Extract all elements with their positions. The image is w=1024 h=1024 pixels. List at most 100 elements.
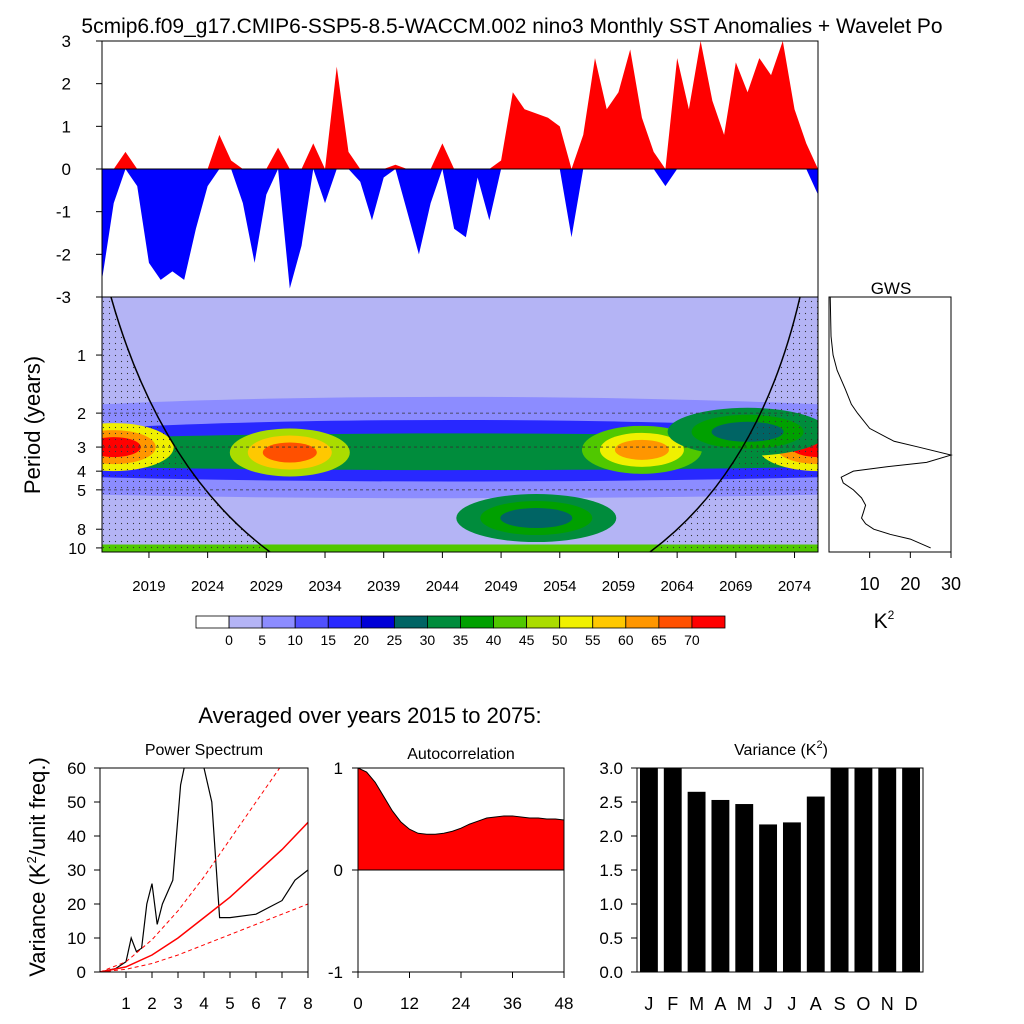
variance-y-tick-label: 0.5 [599,929,623,948]
colorbar: 0 5 10 15 20 25 30 35 40 45 50 55 60 65 70 [195,615,726,648]
autocorrelation-line [357,767,565,835]
wavelet-y-axis-label: Period (years) [20,356,45,494]
wavelet-x-tick-label: 2039 [367,578,400,595]
wavelet-x-tick-label: 2064 [660,578,693,595]
power-spectrum-y-tick-label: 60 [67,759,86,778]
autocorrelation-x-tick-label: 48 [555,994,574,1013]
colorbar-swatch [228,615,263,629]
variance-bar [782,822,801,972]
coi-curve-right [649,297,801,552]
colorbar-swatch [592,615,627,629]
wavelet-y-tick-label: 8 [77,522,86,539]
sst-positive-area [102,41,818,169]
gws-x-tick-label: 20 [900,574,920,594]
power-spectrum-x-tick-label: 8 [303,994,312,1013]
variance-bar [830,768,849,972]
variance-x-tick-label: J [787,994,796,1014]
autocorrelation-panel: Autocorrelation -1 0 1 0 12 24 36 48 [328,746,574,1013]
gws-line [829,296,953,549]
variance-x-tick-label: M [689,994,704,1014]
sst-y-tick-label: 1 [62,117,71,136]
wavelet-y-tick-label: 2 [77,406,86,423]
colorbar-swatch [658,615,693,629]
red-noise-fit-line [100,821,308,972]
colorbar-label: 0 [225,632,233,648]
colorbar-swatch [691,615,726,629]
power-spectrum-x-tick-label: 6 [251,994,260,1013]
variance-bar [854,768,873,972]
variance-bar [711,799,730,972]
colorbar-label: 25 [387,632,403,648]
variance-y-tick-label: 2.5 [599,793,623,812]
variance-y-tick-label: 2.0 [599,827,623,846]
power-spectrum-y-tick-label: 30 [67,861,86,880]
gws-title: GWS [871,279,912,298]
colorbar-swatch [460,615,494,629]
colorbar-swatch [261,615,296,629]
power-spectrum-y-tick-label: 50 [67,793,86,812]
sst-anomaly-panel: -3 -2 -1 0 1 2 3 [56,32,819,307]
wavelet-x-tick-label: 2019 [132,578,165,595]
figure-title: 5cmip6.f09_g17.CMIP6-SSP5-8.5-WACCM.002 … [81,15,942,38]
sst-y-tick-label: -2 [56,245,71,264]
power-spectrum-x-tick-label: 7 [277,994,286,1013]
wavelet-panel: 1 2 3 4 5 8 10 2019 2024 2029 2034 2039 2044 2049 205… [20,296,819,595]
power-spectrum-x-tick-label: 4 [199,994,208,1013]
wavelet-x-tick-label: 2054 [543,578,576,595]
autocorrelation-area [358,768,564,870]
power-spectrum-y-tick-label: 10 [67,929,86,948]
wavelet-y-tick-label: 10 [68,541,86,558]
power-spectrum-x-tick-label: 5 [225,994,234,1013]
power-spectrum-y-axis-label: Variance (K2/unit freq.) [24,757,50,977]
power-spectrum-line [100,768,308,972]
wavelet-plot-frame [101,296,819,553]
variance-bar [639,768,658,972]
variance-bar [902,768,921,972]
power-spectrum-x-tick-label: 1 [121,994,130,1013]
wavelet-x-tick-label: 2034 [308,578,341,595]
colorbar-swatch [327,615,362,629]
gws-panel: GWS 10 20 30 K2 [828,279,961,633]
gws-plot-frame [828,296,952,553]
variance-y-tick-label: 1.5 [599,861,623,880]
colorbar-label: 55 [585,632,601,648]
wavelet-hotspot-core [262,442,317,463]
wavelet-hotspot-core [614,439,669,460]
sst-y-tick-label: 3 [62,32,71,51]
colorbar-label: 30 [420,632,436,648]
power-spectrum-y-tick-label: 0 [77,963,86,982]
colorbar-swatch [360,615,395,629]
sst-negative-area [102,169,818,289]
colorbar-label: 70 [684,632,700,648]
colorbar-label: 65 [651,632,667,648]
wavelet-x-tick-label: 2024 [191,578,224,595]
power-spectrum-x-tick-label: 2 [147,994,156,1013]
variance-bar [759,824,778,972]
power-spectrum-y-tick-label: 20 [67,895,86,914]
variance-y-tick-label: 3.0 [599,759,623,778]
variance-y-tick-label: 1.0 [599,895,623,914]
variance-x-tick-label: J [644,994,653,1014]
autocorrelation-x-tick-label: 0 [353,994,362,1013]
variance-x-tick-label: J [764,994,773,1014]
autocorrelation-title: Autocorrelation [407,746,515,763]
variance-bar [735,804,754,972]
autocorrelation-x-tick-label: 12 [400,994,419,1013]
autocorrelation-y-tick-label: 1 [334,759,343,778]
colorbar-swatch [294,615,329,629]
sst-y-tick-label: -1 [56,203,71,222]
colorbar-label: 40 [486,632,502,648]
colorbar-label: 5 [258,632,266,648]
colorbar-label: 45 [519,632,535,648]
autocorrelation-y-tick-label: -1 [328,963,343,982]
sst-y-tick-label: 0 [62,160,71,179]
colorbar-label: 15 [320,632,336,648]
wavelet-y-tick-label: 4 [77,464,86,481]
wavelet-x-tick-label: 2069 [719,578,752,595]
variance-x-tick-label: A [810,994,822,1014]
gws-x-tick-label: 10 [860,574,880,594]
variance-title: Variance (K2) [734,739,828,759]
wavelet-x-tick-label: 2044 [426,578,459,595]
